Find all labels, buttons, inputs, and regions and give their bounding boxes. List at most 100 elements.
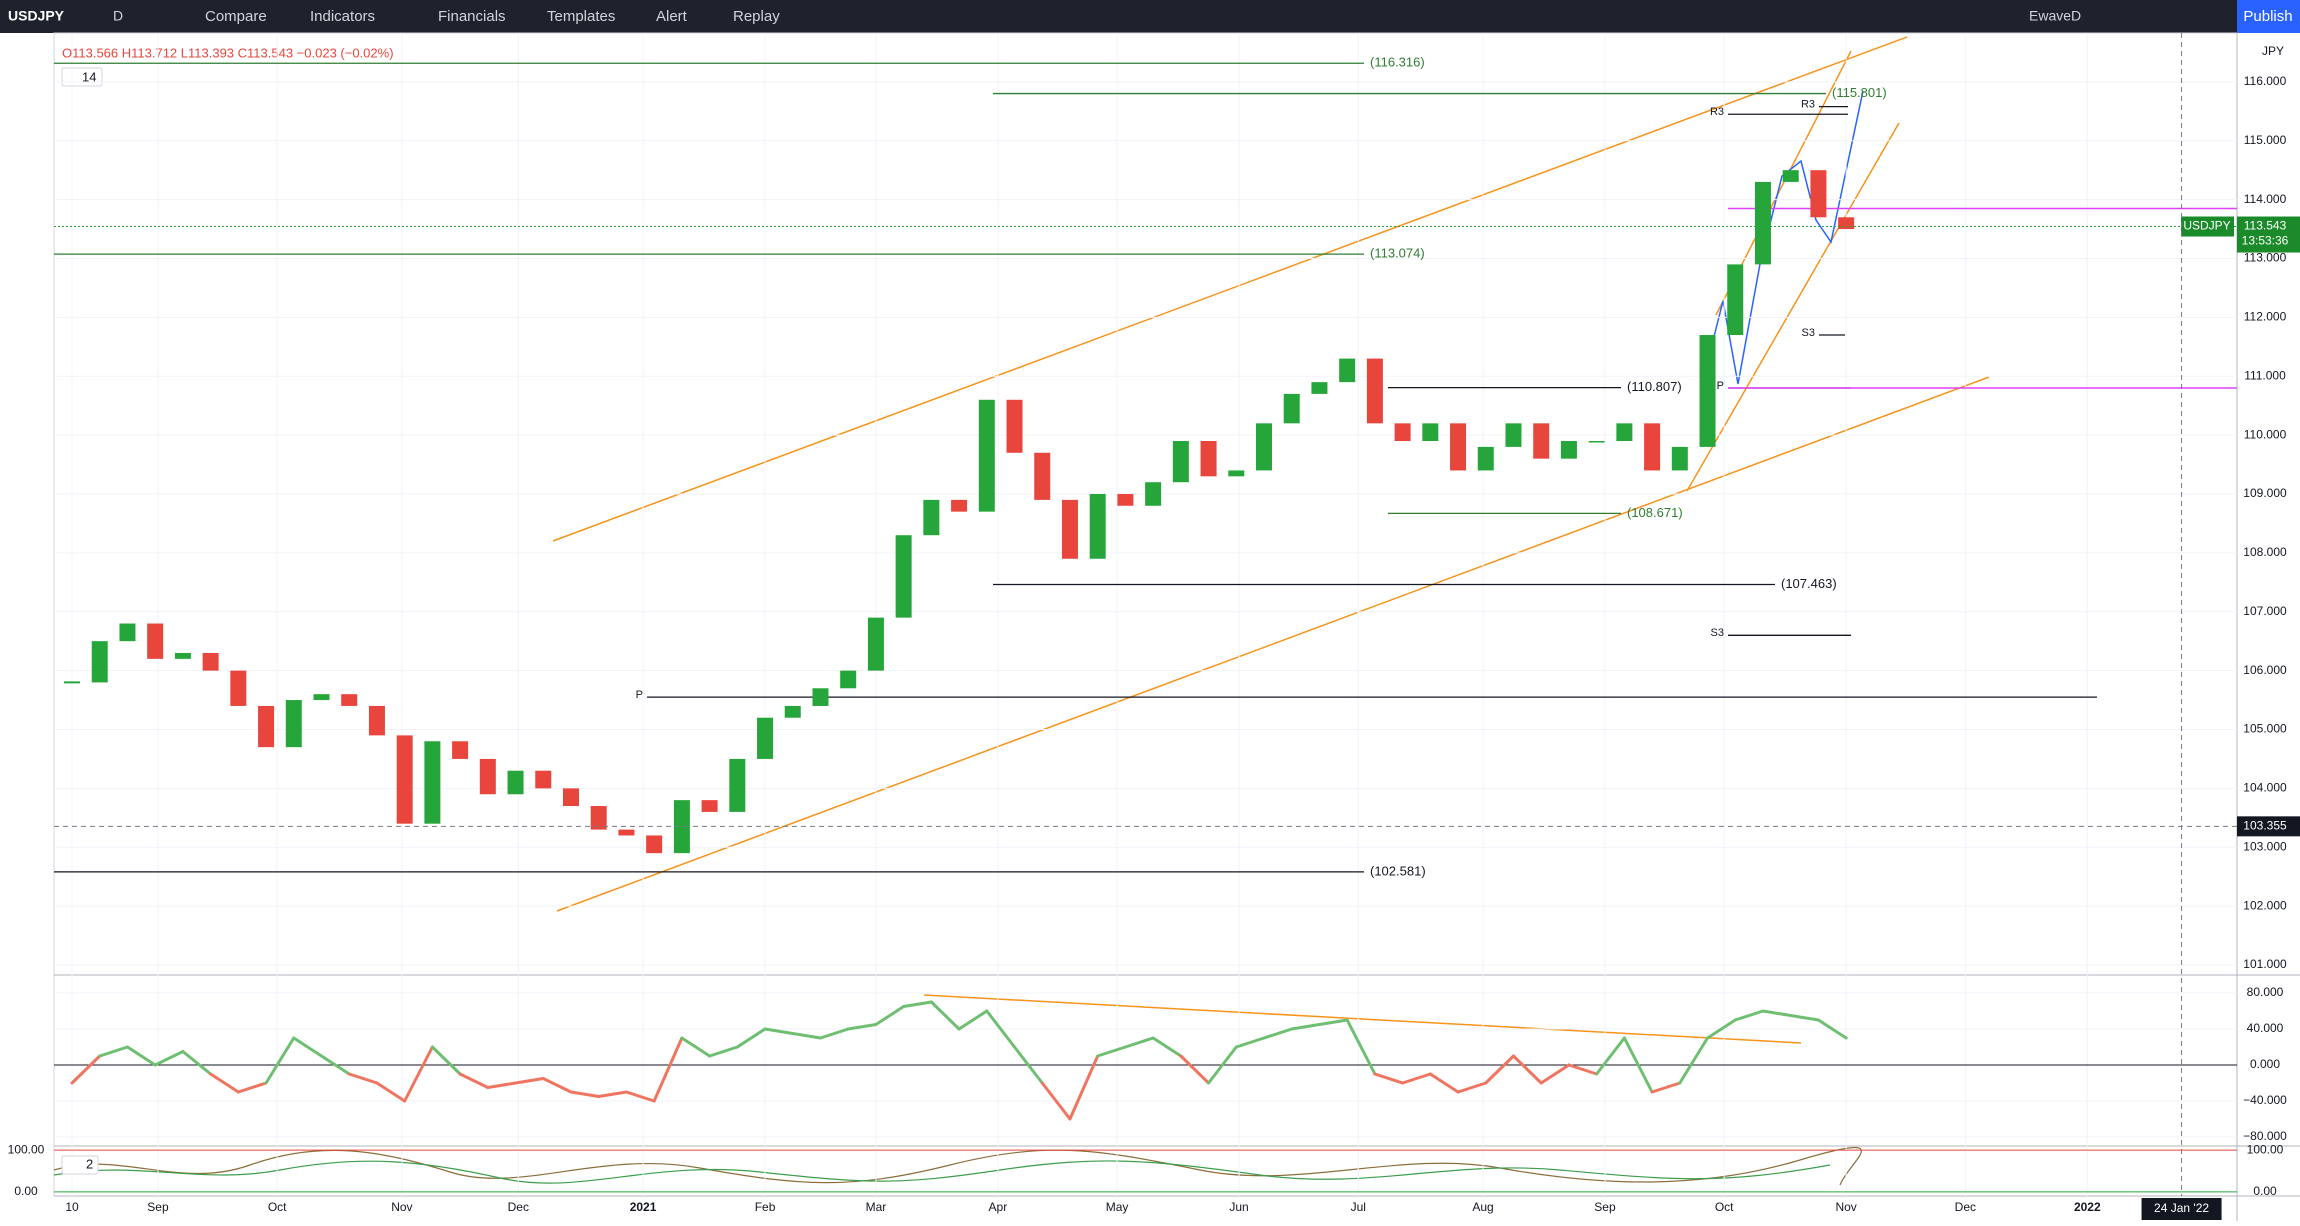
y-tick-label: 116.000 [2244,74,2287,88]
x-tick-label: Mar [866,1200,887,1214]
candle-body [230,670,247,706]
candle-body [1366,358,1383,424]
publish-label[interactable]: Publish [2243,8,2292,25]
candle-body [1200,441,1217,477]
candle-body [1422,423,1439,442]
candle-body [1560,441,1577,459]
stoch-tick-label: 100.00 [8,1142,45,1156]
x-tick-label: Dec [1955,1200,1976,1214]
x-tick-label: Sep [1594,1200,1616,1214]
candle-body [1644,423,1661,471]
rsi-segment [1789,1014,1820,1022]
x-tick-label: 2022 [2074,1200,2101,1214]
rsi-segment [1484,1054,1515,1085]
candle-body [119,623,136,642]
rsi-segment [680,1036,712,1058]
rsi-segment [347,1072,379,1085]
y-tick-label: 105.000 [2243,722,2287,736]
publish-button[interactable] [2237,0,2300,33]
x-tick-label: May [1106,1200,1129,1214]
level-label: (110.807) [1627,379,1682,394]
candle-body [1450,423,1467,471]
toolbar-button[interactable]: Alert [656,8,688,25]
x-tick-label: Apr [989,1200,1008,1214]
x-tick-label: Oct [1715,1200,1734,1214]
candle-body [867,617,884,671]
level-label: (102.581) [1370,863,1426,878]
toolbar-button[interactable]: Indicators [310,8,375,25]
rsi-segment [929,1000,961,1031]
candle-body [452,741,469,759]
candle-body [368,705,385,736]
candle-body [1533,423,1550,459]
rsi-segment [1567,1063,1599,1076]
rsi-tick-label: −80.000 [2243,1129,2287,1143]
symbol[interactable]: USDJPY [8,8,65,24]
rsi-segment [1511,1054,1543,1085]
y-tick-label: 106.000 [2243,663,2287,677]
candle-body [396,735,413,824]
channel-lower [556,376,1990,912]
rsi-segment [624,1090,656,1103]
x-tick-label: Aug [1472,1200,1493,1214]
candle-body [1283,393,1300,424]
y-tick-label: 113.000 [2244,251,2287,265]
rsi-segment [1040,1081,1072,1121]
candle-body [202,652,219,671]
toolbar-button[interactable]: Compare [205,8,267,25]
x-tick-label: Dec [508,1200,529,1214]
toolbar-button[interactable]: Templates [547,8,615,25]
price-tag [2237,216,2300,253]
candle-body [812,688,829,706]
level-label: (116.316) [1370,55,1425,70]
level-label: (108.671) [1627,505,1683,520]
rsi-segment [735,1027,767,1049]
rsi-segment [763,1027,795,1035]
stoch-badge-box [61,1155,99,1175]
pivot-label: R3 [1801,99,1815,111]
rsi-segment [1207,1045,1238,1085]
x-tick-label: Sep [147,1200,169,1214]
pivot-label: S3 [1802,327,1815,339]
interval[interactable]: D [113,8,123,24]
rsi-segment [1151,1036,1183,1058]
toolbar-button[interactable]: Replay [733,8,780,25]
stoch-tick-label-right: 100.00 [2247,1142,2284,1156]
rsi-segment [125,1045,157,1067]
rsi-trendline [923,994,1802,1044]
candle-body [1782,170,1799,182]
crosshair-price-tag [2237,816,2300,837]
candle-body [701,800,718,812]
currency[interactable]: JPY [2262,44,2284,58]
candle-body [285,700,302,748]
candle-body [590,806,607,830]
rsi-segment [1428,1072,1460,1094]
crosshair-price: 103.355 [2243,819,2287,833]
candle-body [1588,441,1605,443]
candle-body [1339,358,1356,383]
rsi-segment [985,1009,1017,1049]
candle-body [1089,493,1106,559]
rsi-segment [1262,1027,1294,1040]
symbol-tag-label: USDJPY [2183,219,2230,233]
rsi-segment [264,1036,296,1085]
y-tick-label: 107.000 [2243,604,2287,618]
candle-body [535,770,552,789]
candle-body [673,800,690,854]
toolbar-button[interactable]: Financials [438,8,506,25]
candle-body [757,717,774,759]
layout-name[interactable]: EwaveD [2029,8,2081,24]
rsi-segment [1678,1036,1710,1085]
candle-body [1172,441,1189,483]
candle-body [313,694,330,701]
rsi-segment [1622,1036,1654,1094]
candle-body [1727,264,1744,336]
stoch-badge: 2 [86,1156,93,1171]
rsi-segment [1013,1045,1044,1085]
candle-body [1754,181,1771,265]
candle-body [1117,493,1134,506]
rsi-segment [430,1045,462,1076]
wave-path [1701,90,1864,385]
x-tick-label: Jun [1229,1200,1248,1214]
ohlc-legend: O113.566 H113.712 L113.393 C113.543 −0.0… [62,45,394,60]
